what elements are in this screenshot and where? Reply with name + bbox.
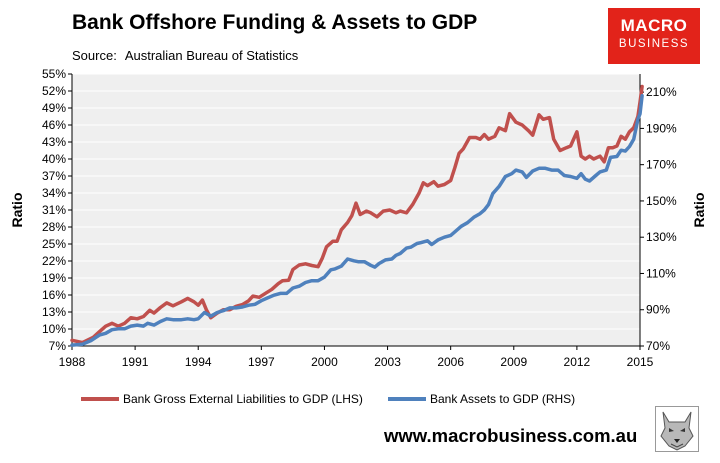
y-right-tick-label: 150%	[646, 194, 677, 208]
x-tick-label: 2012	[564, 355, 591, 369]
x-tick-label: 2009	[500, 355, 527, 369]
series-line-assets	[70, 94, 644, 347]
y-left-tick-label: 22%	[42, 254, 66, 268]
source-value: Australian Bureau of Statistics	[124, 48, 299, 63]
y-left-tick-label: 13%	[42, 305, 66, 319]
macrobusiness-logo: MACRO BUSINESS	[608, 8, 700, 64]
y-left-tick-label: 28%	[42, 220, 66, 234]
legend-label-rhs: Bank Assets to GDP (RHS)	[430, 392, 576, 406]
axes	[68, 73, 644, 350]
legend-item-lhs: Bank Gross External Liabilities to GDP (…	[81, 392, 363, 406]
y-left-tick-label: 7%	[49, 339, 67, 353]
y-right-tick-label: 210%	[646, 85, 677, 99]
y-axis-left-label: Ratio	[9, 193, 25, 228]
y-left-tick-label: 49%	[42, 101, 66, 115]
source-label: Source:	[72, 48, 117, 63]
y-left-tick-label: 37%	[42, 169, 66, 183]
y-left-tick-label: 55%	[42, 67, 66, 81]
y-left-tick-label: 40%	[42, 152, 66, 166]
series-layer	[70, 84, 644, 347]
y-left-tick-label: 34%	[42, 186, 66, 200]
x-tick-label: 2003	[374, 355, 401, 369]
x-tick-label: 2006	[437, 355, 464, 369]
y-left-tick-label: 16%	[42, 288, 66, 302]
y-left-tick-label: 46%	[42, 118, 66, 132]
chart-title: Bank Offshore Funding & Assets to GDP	[72, 11, 478, 34]
y-right-tick-label: 90%	[646, 303, 670, 317]
website-url: www.macrobusiness.com.au	[384, 425, 638, 446]
y-left-tick-label: 10%	[42, 322, 66, 336]
source-line: Source: Australian Bureau of Statistics	[72, 48, 298, 63]
y-left-tick-label: 43%	[42, 135, 66, 149]
legend-label-lhs: Bank Gross External Liabilities to GDP (…	[123, 392, 363, 406]
legend-swatch-lhs	[81, 397, 119, 401]
y-right-tick-label: 110%	[646, 266, 676, 280]
y-right-tick-label: 130%	[646, 230, 677, 244]
x-tick-label: 1991	[122, 355, 149, 369]
x-tick-label: 1997	[248, 355, 275, 369]
y-left-tick-label: 25%	[42, 237, 66, 251]
tick-labels: 55% 52% 49% 46% 43% 40% 37% 34% 31% 28% 25% 22% 19% 1…	[42, 67, 677, 369]
x-tick-label: 2000	[311, 355, 338, 369]
y-left-tick-label: 19%	[42, 271, 66, 285]
x-tick-label: 1994	[185, 355, 212, 369]
grid-lines	[72, 73, 640, 347]
legend-item-rhs: Bank Assets to GDP (RHS)	[388, 392, 575, 406]
logo-line-1: MACRO	[620, 16, 688, 35]
y-right-tick-label: 170%	[646, 158, 677, 172]
x-tick-label: 1988	[59, 355, 86, 369]
y-left-tick-label: 52%	[42, 84, 66, 98]
legend-swatch-rhs	[388, 397, 426, 401]
y-right-tick-label: 190%	[646, 121, 677, 135]
x-tick-label: 2015	[627, 355, 654, 369]
wolf-mascot-icon	[655, 406, 699, 452]
logo-line-2: BUSINESS	[618, 38, 690, 50]
series-line-liabilities	[70, 84, 644, 345]
y-left-tick-label: 31%	[42, 203, 66, 217]
y-right-tick-label: 70%	[646, 339, 670, 353]
y-axis-right-label: Ratio	[691, 193, 707, 228]
